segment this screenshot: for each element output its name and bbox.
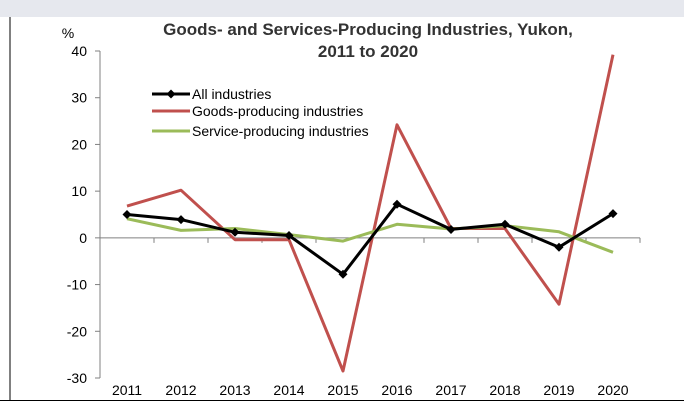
x-tick-label: 2012 [165,382,196,398]
x-tick-label: 2016 [381,382,412,398]
top-bar [0,0,684,17]
x-tick-label: 2019 [543,382,574,398]
y-tick-label: 10 [71,183,87,199]
y-tick-label: 30 [71,90,87,106]
data-point [446,224,456,234]
x-tick-label: 2013 [219,382,250,398]
legend-marker [166,89,176,99]
series-layer [122,54,618,373]
x-tick-label: 2020 [597,382,628,398]
y-tick-label: 0 [79,230,87,246]
y-tick-label: 20 [71,136,87,152]
x-tick-label: 2017 [435,382,466,398]
axes: 40 30 20 10 0 -10 -20 -30 2011 2012 2013 2014 2015 20… [0,17,684,401]
line-chart: Goods- and Services-Producing Industries… [0,17,684,401]
y-tick-label: 40 [71,43,87,59]
data-point [284,231,294,241]
data-point [176,215,186,225]
data-point [338,269,348,279]
legend-label: Goods-producing industries [192,103,363,119]
chart-title-line2: 2011 to 2020 [318,42,418,61]
x-tick-label: 2018 [489,382,520,398]
y-tick-label: -30 [67,370,87,386]
chart-title: Goods- and Services-Producing Industries… [163,20,573,39]
data-point [608,209,618,219]
y-axis-unit-label: % [62,25,74,41]
x-tick-label: 2015 [327,382,358,398]
legend-label: All industries [192,86,271,102]
data-point [230,227,240,237]
legend-label: Service-producing industries [192,123,369,139]
y-tick-label: -10 [67,277,87,293]
series-line [126,54,615,373]
data-point [554,242,564,252]
x-tick-label: 2014 [273,382,304,398]
data-point [122,210,132,219]
series-line [126,202,614,276]
x-tick-label: 2011 [112,382,142,398]
data-point [500,219,510,229]
series-line [126,217,614,254]
data-point [392,199,402,209]
y-tick-label: -20 [67,323,87,339]
chart-frame: Goods- and Services-Producing Industries… [0,17,684,401]
